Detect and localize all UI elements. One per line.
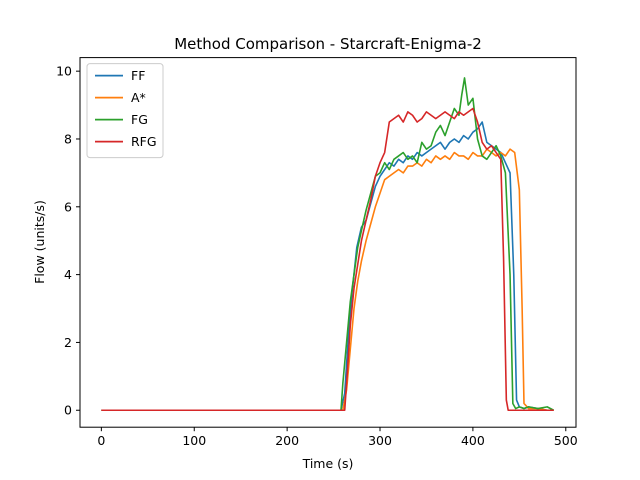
y-tick-label: 8 (64, 131, 72, 146)
legend: FF A* FG RFG (86, 63, 164, 159)
plot-frame (79, 57, 577, 428)
y-tick-label: 10 (56, 64, 72, 79)
y-tick-label: 0 (64, 403, 72, 418)
chart-title: Method Comparison - Starcraft-Enigma-2 (174, 35, 482, 53)
x-tick-label: 500 (554, 433, 578, 448)
legend-label: FG (131, 112, 148, 127)
y-tick-label: 2 (64, 335, 72, 350)
series-layer (101, 77, 555, 412)
y-tick-label: 6 (64, 199, 72, 214)
x-tick-label: 0 (97, 433, 105, 448)
y-axis-label: Flow (units/s) (32, 200, 47, 284)
series-line-fg (101, 77, 555, 412)
legend-label: RFG (131, 134, 157, 149)
x-tick-label: 100 (182, 433, 206, 448)
x-axis-ticks: 0 100 200 300 400 500 (97, 427, 578, 448)
x-tick-label: 400 (461, 433, 485, 448)
legend-label: A* (131, 90, 146, 105)
legend-label: FF (131, 68, 145, 83)
x-tick-label: 200 (275, 433, 299, 448)
series-line-a-star (101, 148, 554, 412)
x-axis-label: Time (s) (302, 456, 354, 471)
series-line-rfg (101, 107, 554, 412)
y-axis-ticks: 0 2 4 6 8 10 (56, 64, 80, 418)
x-tick-label: 300 (368, 433, 392, 448)
y-tick-label: 4 (64, 267, 72, 282)
legend-box (86, 63, 164, 159)
